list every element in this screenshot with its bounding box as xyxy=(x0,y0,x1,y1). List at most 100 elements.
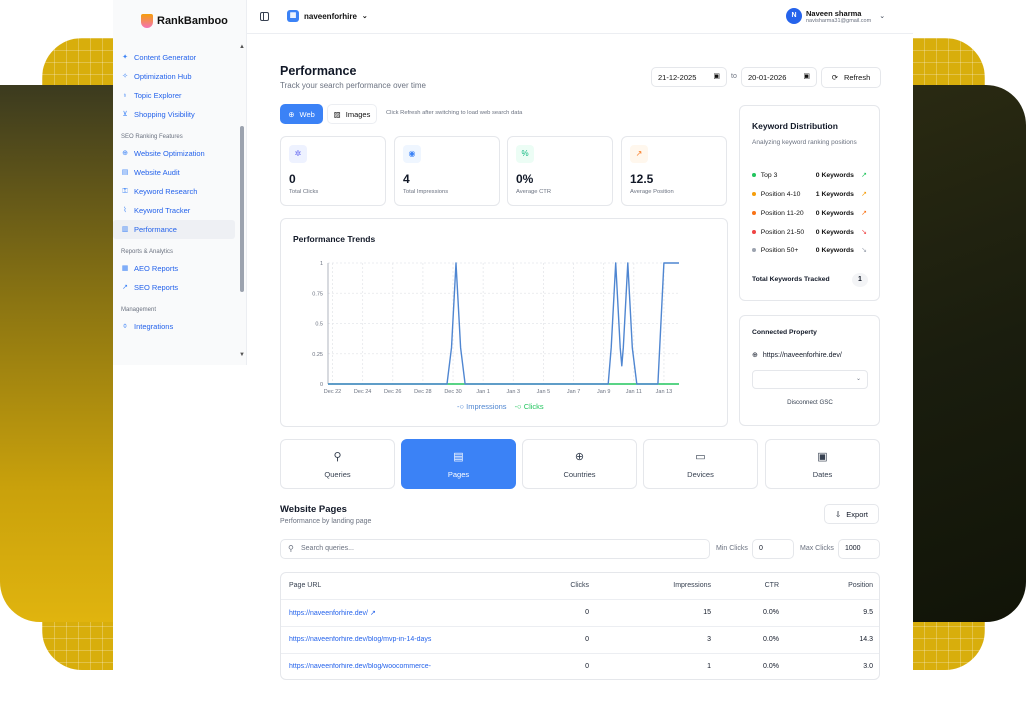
user-email: navisharma31@gmail.com xyxy=(806,17,872,24)
min-clicks-input[interactable]: 0 xyxy=(752,539,794,559)
page-url-link[interactable]: https://naveenforhire.dev/blog/mvp-in-14… xyxy=(289,636,432,643)
section-heading-management: Management xyxy=(121,307,157,313)
search-input[interactable]: ⚲ Search queries... xyxy=(280,539,710,559)
tab-dates[interactable]: ▣ Dates xyxy=(765,439,880,489)
trending-up-icon: ↗ xyxy=(630,145,648,163)
tab-devices[interactable]: ▭ Devices xyxy=(643,439,758,489)
x-tick-label: Jan 13 xyxy=(656,389,673,395)
column-header-url[interactable]: Page URL xyxy=(289,582,322,589)
sidebar-item-keyword-tracker[interactable]: ⌇ Keyword Tracker xyxy=(113,201,241,220)
trend-icon: ↘ xyxy=(861,247,867,254)
scroll-up-icon[interactable]: ▲ xyxy=(239,44,245,50)
sidebar-item-label: AEO Reports xyxy=(134,264,179,273)
stat-card-clicks: ✲ 0 Total Clicks xyxy=(280,136,386,206)
cell-clicks: 0 xyxy=(585,609,589,616)
range-label: Top 3 xyxy=(760,171,778,179)
percent-icon: % xyxy=(516,145,534,163)
sidebar-item-optimization-hub[interactable]: ✧ Optimization Hub xyxy=(113,67,241,86)
user-menu[interactable]: N Naveen sharma navisharma31@gmail.com ⌄ xyxy=(786,8,885,24)
stat-label: Total Impressions xyxy=(403,189,449,195)
keyword-distribution-title: Keyword Distribution xyxy=(752,121,838,131)
export-button[interactable]: ⇩ Export xyxy=(824,504,879,524)
sidebar-item-label: Keyword Tracker xyxy=(134,206,191,215)
sidebar-item-seo-reports[interactable]: ↗ SEO Reports xyxy=(113,278,241,297)
x-tick-label: Jan 7 xyxy=(567,389,580,395)
section-heading-reports: Reports & Analytics xyxy=(121,249,174,255)
cell-position: 14.3 xyxy=(859,636,873,643)
external-link-icon[interactable]: ↗ xyxy=(369,610,376,617)
trending-icon: ↗ xyxy=(122,283,128,291)
eye-icon: ◉ xyxy=(403,145,421,163)
status-dot xyxy=(752,211,756,215)
property-select[interactable]: ⌄ xyxy=(752,370,868,389)
sidebar-item-label: Content Generator xyxy=(134,53,197,62)
column-header-position[interactable]: Position xyxy=(848,582,873,589)
date-from-value: 21-12-2025 xyxy=(658,73,697,82)
refresh-button[interactable]: ⟳ Refresh xyxy=(821,67,881,88)
sidebar: RankBamboo ✦ Content Generator ✧ Optimizat… xyxy=(113,0,247,365)
tab-images[interactable]: ▨ Images xyxy=(327,104,377,124)
calendar-icon[interactable]: ▣ xyxy=(803,73,810,80)
sidebar-item-label: Keyword Research xyxy=(134,187,198,196)
tab-countries[interactable]: ⊕ Countries xyxy=(522,439,637,489)
legend-clicks[interactable]: -○ Clicks xyxy=(514,402,544,411)
sidebar-item-aeo-reports[interactable]: ▦ AEO Reports xyxy=(113,259,241,278)
table-row[interactable]: https://naveenforhire.dev/blog/mvp-in-14… xyxy=(281,626,879,653)
date-from-input[interactable]: 21-12-2025 ▣ xyxy=(651,67,727,87)
legend-impressions[interactable]: -○ Impressions xyxy=(457,402,507,411)
y-tick-label: 0.75 xyxy=(312,291,323,297)
stat-label: Total Clicks xyxy=(289,189,319,195)
performance-chart[interactable]: 0 0.25 0.5 0.75 1 Dec 22 Dec 24 Dec 26 Dec 28 Dec… xyxy=(281,219,729,428)
column-header-impressions[interactable]: Impressions xyxy=(673,582,711,589)
page-url-link[interactable]: https://naveenforhire.dev/blog/woocommer… xyxy=(289,663,432,670)
website-pages-title: Website Pages xyxy=(280,504,347,515)
sidebar-scrollbar[interactable]: ▲ ▼ xyxy=(239,44,245,360)
tab-label: Countries xyxy=(563,470,596,479)
keyword-distribution-row: Top 3 0 Keywords ↗ xyxy=(752,169,867,181)
project-selector[interactable]: ▦ naveenforhire ⌄ xyxy=(287,10,368,22)
table-row[interactable]: https://naveenforhire.dev/ ↗ 0 15 0.0% 9… xyxy=(281,599,879,626)
sidebar-item-label: Shopping Visibility xyxy=(134,110,195,119)
disconnect-gsc-button[interactable]: Disconnect GSC xyxy=(787,399,833,406)
x-tick-label: Dec 26 xyxy=(384,389,401,395)
cell-position: 3.0 xyxy=(863,663,873,670)
keyword-distribution-subtitle: Analyzing keyword ranking positions xyxy=(752,139,857,146)
trend-icon: ↘ xyxy=(861,229,867,236)
decorative-panel-right xyxy=(900,85,1026,622)
tab-web[interactable]: ⊕ Web xyxy=(280,104,323,124)
x-tick-label: Jan 9 xyxy=(597,389,610,395)
trend-icon: ↗ xyxy=(861,210,867,217)
stat-value: 4 xyxy=(403,172,410,186)
app-window: RankBamboo ✦ Content Generator ✧ Optimizat… xyxy=(113,0,913,709)
sidebar-item-keyword-research[interactable]: ⚿ Keyword Research xyxy=(113,182,241,201)
page-url-link[interactable]: https://naveenforhire.dev/ ↗ xyxy=(289,609,449,617)
bar-chart-icon: ▥ xyxy=(121,225,129,233)
refresh-label: Refresh xyxy=(844,73,871,82)
sidebar-item-shopping-visibility[interactable]: ⊻ Shopping Visibility xyxy=(113,105,241,124)
sidebar-item-performance[interactable]: ▥ Performance xyxy=(113,220,235,239)
column-header-clicks[interactable]: Clicks xyxy=(570,582,589,589)
tab-queries[interactable]: ⚲ Queries xyxy=(280,439,395,489)
sidebar-item-website-optimization[interactable]: ⊕ Website Optimization xyxy=(113,144,241,163)
app-logo[interactable]: RankBamboo xyxy=(141,14,228,28)
y-tick-label: 0.25 xyxy=(312,352,323,358)
scroll-thumb[interactable] xyxy=(240,126,244,292)
range-label: Position 4-10 xyxy=(760,190,801,198)
range-label: Position 11-20 xyxy=(760,209,804,217)
max-clicks-input[interactable]: 1000 xyxy=(838,539,880,559)
tab-pages[interactable]: ▤ Pages xyxy=(401,439,516,489)
series-line-impressions xyxy=(328,262,679,385)
sidebar-item-website-audit[interactable]: ▤ Website Audit xyxy=(113,163,241,182)
globe-icon: ⊕ xyxy=(752,352,758,359)
image-icon: ▨ xyxy=(333,109,341,119)
date-to-input[interactable]: 20-01-2026 ▣ xyxy=(741,67,817,87)
calendar-icon[interactable]: ▣ xyxy=(713,73,720,80)
scroll-down-icon[interactable]: ▼ xyxy=(239,352,245,358)
sidebar-item-integrations[interactable]: ⌽ Integrations xyxy=(113,317,241,336)
column-header-ctr[interactable]: CTR xyxy=(764,582,779,589)
table-row[interactable]: https://naveenforhire.dev/blog/woocommer… xyxy=(281,653,879,680)
sidebar-toggle-icon[interactable] xyxy=(260,12,269,21)
sidebar-item-content-generator[interactable]: ✦ Content Generator xyxy=(113,48,241,67)
sidebar-item-topic-explorer[interactable]: ♁ Topic Explorer xyxy=(113,86,241,105)
file-icon: ▤ xyxy=(121,168,129,176)
